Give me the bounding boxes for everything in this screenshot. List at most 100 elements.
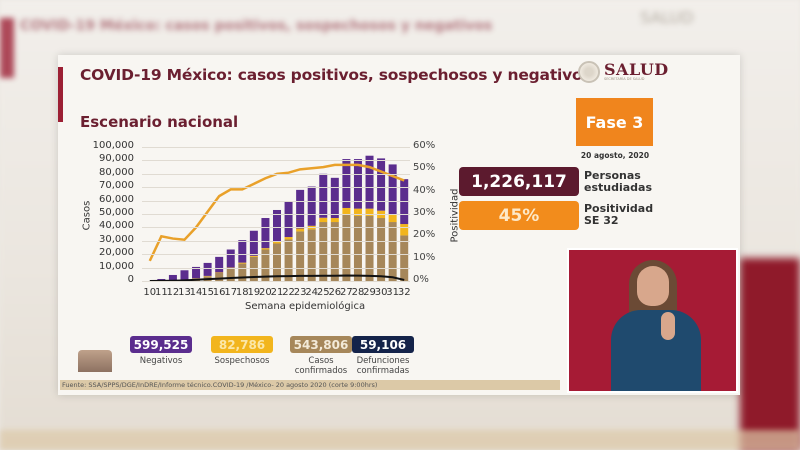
bar-segment bbox=[296, 231, 305, 281]
x-tick-label: 19 bbox=[247, 287, 261, 298]
bar-segment bbox=[353, 159, 362, 209]
bar-segment bbox=[307, 186, 316, 226]
gridline bbox=[142, 187, 410, 189]
gridline bbox=[142, 200, 410, 202]
bar-segment bbox=[180, 270, 189, 280]
x-tick-label: 12 bbox=[166, 287, 180, 298]
x-tick-label: 29 bbox=[363, 287, 376, 298]
page-title: COVID-19 México: casos positivos, sospec… bbox=[80, 66, 592, 84]
bar-segment bbox=[400, 179, 409, 225]
label-line: Personas bbox=[584, 169, 641, 182]
salud-logo: SALUD SECRETARÍA DE SALUD bbox=[578, 61, 669, 83]
bar-segment bbox=[365, 155, 374, 209]
personas-estudiadas-label: Personas estudiadas bbox=[584, 170, 652, 194]
bar-segment bbox=[273, 209, 281, 242]
x-tick-label: 26 bbox=[328, 287, 342, 298]
legend-value: 82,786 bbox=[211, 336, 273, 353]
y2-tick-label: 0% bbox=[413, 274, 429, 285]
title-accent-bar bbox=[58, 67, 63, 122]
x-tick-label: 30 bbox=[374, 287, 388, 298]
legend-label: Sospechosos bbox=[214, 356, 270, 366]
stacked-bar-chart: Casos Positividad Semana epidemiológica … bbox=[80, 140, 460, 315]
bar-segment bbox=[319, 173, 328, 218]
y-tick-label: 50,000 bbox=[99, 207, 134, 218]
gridline bbox=[142, 227, 410, 229]
bar-segment bbox=[284, 201, 293, 238]
y-tick-label: 30,000 bbox=[99, 233, 134, 245]
interpreter-body bbox=[611, 310, 701, 391]
legend-item: 82,786 Sospechosos bbox=[211, 336, 273, 366]
x-tick-label: 10 bbox=[143, 287, 157, 298]
gridline bbox=[142, 267, 410, 269]
x-tick-label: 18 bbox=[235, 287, 249, 298]
interpreter-face bbox=[637, 266, 669, 306]
bar-segment bbox=[342, 159, 351, 208]
legend-label: Negativos bbox=[139, 356, 183, 366]
y-tick-label: 20,000 bbox=[99, 247, 134, 259]
bar-segment bbox=[192, 266, 201, 279]
bar-segment bbox=[330, 222, 339, 281]
bar-segment bbox=[284, 237, 293, 240]
bar-segment bbox=[168, 274, 177, 281]
report-date: 20 agosto, 2020 bbox=[580, 151, 650, 160]
bar-segment bbox=[330, 177, 339, 219]
positividad-label: Positividad SE 32 bbox=[584, 203, 653, 227]
x-tick-label: 11 bbox=[154, 287, 168, 298]
gridline bbox=[142, 147, 410, 148]
x-tick-label: 23 bbox=[293, 287, 307, 298]
y-tick-label: 0 bbox=[127, 274, 134, 285]
y2-tick-label: 20% bbox=[413, 229, 436, 241]
background-title-blurred: COVID-19 México: casos positivos, sospec… bbox=[20, 18, 493, 34]
bar-segment bbox=[261, 248, 270, 250]
background-brand-blurred: SALUD bbox=[640, 8, 694, 27]
gridline bbox=[142, 240, 410, 242]
gridline bbox=[142, 160, 410, 162]
bar-segment bbox=[261, 249, 270, 281]
bar-segment bbox=[365, 208, 374, 217]
bar-segment bbox=[377, 158, 386, 211]
background-interpreter-blurred bbox=[740, 258, 800, 450]
y-tick-label: 40,000 bbox=[99, 220, 134, 232]
bar-segment bbox=[238, 262, 247, 264]
x-tick-label: 21 bbox=[270, 287, 284, 298]
bar-segment bbox=[226, 249, 235, 268]
x-tick-label: 32 bbox=[397, 287, 411, 298]
bar-segment bbox=[388, 164, 397, 215]
y-tick-label: 10,000 bbox=[99, 260, 134, 272]
legend-item: 599,525 Negativos bbox=[130, 336, 192, 366]
legend-value: 59,106 bbox=[352, 336, 414, 353]
y2-tick-label: 60% bbox=[413, 140, 436, 151]
bar-segment bbox=[261, 218, 270, 249]
bar-segment bbox=[238, 263, 247, 281]
bar-segment bbox=[330, 218, 339, 223]
x-tick-label: 13 bbox=[178, 287, 191, 298]
bar-segment bbox=[249, 255, 258, 257]
legend-item: 59,106 Defunciones confirmadas bbox=[352, 336, 414, 376]
bar-segment bbox=[319, 217, 328, 223]
y2-tick-label: 40% bbox=[413, 184, 436, 196]
bar-segment bbox=[353, 216, 362, 281]
legend-value: 599,525 bbox=[130, 336, 192, 353]
gridline bbox=[142, 254, 410, 256]
x-tick-label: 17 bbox=[224, 287, 238, 298]
bar-segment bbox=[157, 278, 166, 281]
phase-badge: Fase 3 bbox=[576, 98, 653, 146]
bar-segment bbox=[284, 239, 293, 281]
bar-segment bbox=[203, 262, 212, 276]
bar-segment bbox=[342, 207, 351, 215]
y-tick-label: 70,000 bbox=[99, 180, 134, 192]
bar-segment bbox=[296, 189, 305, 229]
gridline bbox=[142, 173, 410, 175]
x-axis-title: Semana epidemiológica bbox=[245, 301, 366, 312]
legend-item: 543,806 Casos confirmados bbox=[290, 336, 352, 376]
bar-segment bbox=[307, 229, 316, 281]
bar-segment bbox=[365, 216, 374, 281]
x-tick-label: 20 bbox=[259, 287, 272, 298]
y2-tick-label: 50% bbox=[413, 162, 436, 174]
legend-value: 543,806 bbox=[290, 336, 352, 353]
positividad-value: 45% bbox=[459, 201, 579, 230]
bar-segment bbox=[215, 272, 224, 281]
bar-segment bbox=[400, 224, 409, 236]
bar-segment bbox=[342, 214, 351, 281]
national-seal-icon bbox=[578, 61, 600, 83]
